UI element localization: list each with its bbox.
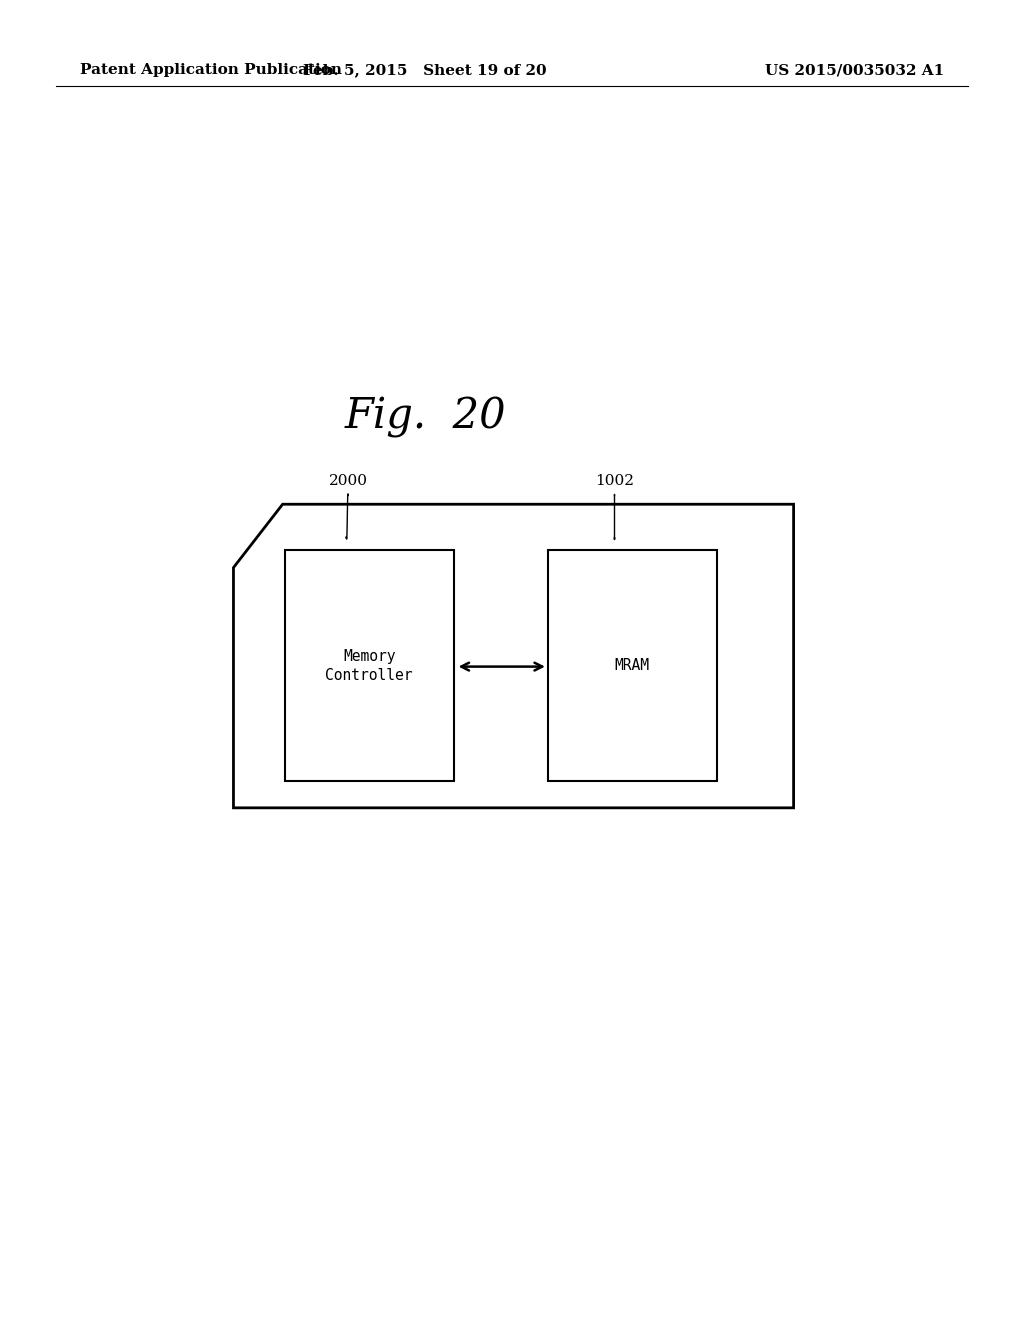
Text: MRAM: MRAM [614, 659, 650, 673]
Text: Fig.  20: Fig. 20 [344, 396, 506, 438]
Text: Memory
Controller: Memory Controller [326, 648, 413, 684]
Text: US 2015/0035032 A1: US 2015/0035032 A1 [765, 63, 944, 78]
Bar [548, 550, 717, 781]
Bar [285, 550, 454, 781]
Text: 1002: 1002 [595, 474, 634, 488]
Text: 2000: 2000 [329, 474, 368, 488]
Text: Patent Application Publication: Patent Application Publication [80, 63, 342, 78]
Text: Feb. 5, 2015   Sheet 19 of 20: Feb. 5, 2015 Sheet 19 of 20 [303, 63, 547, 78]
